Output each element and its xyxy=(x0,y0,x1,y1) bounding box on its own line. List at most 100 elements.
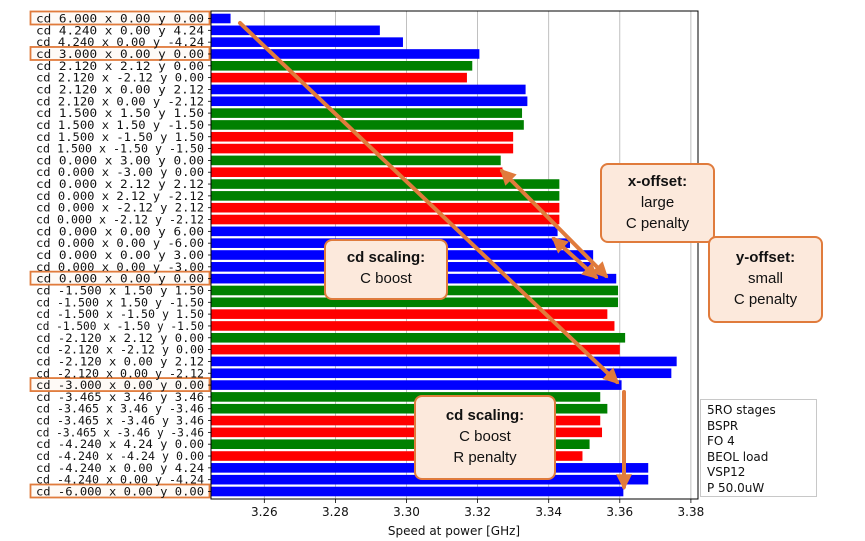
y-tick-label: cd 0.000 x 0.00 y 0.00 xyxy=(36,273,204,286)
y-tick-label: cd 0.000 x 0.00 y -6.00 xyxy=(36,237,204,250)
callout-cd-scaling-bottom: cd scaling: C boost R penalty xyxy=(414,395,556,480)
legend-text: BEOL load xyxy=(707,449,769,464)
bar xyxy=(211,403,608,414)
bar xyxy=(211,167,503,178)
bar xyxy=(211,202,560,213)
y-tick-label: cd 6.000 x 0.00 y 0.00 xyxy=(36,13,204,26)
cd-scaling-diagonal-arrow xyxy=(238,21,620,385)
y-tick-label: cd 3.000 x 0.00 y 0.00 xyxy=(36,48,204,61)
bar xyxy=(211,415,601,426)
label-highlight-box xyxy=(29,483,211,499)
bar xyxy=(211,191,560,201)
legend-text: VSP12 xyxy=(707,465,746,479)
legend-text: FO 4 xyxy=(707,434,735,448)
bar xyxy=(211,439,590,449)
callout-title: x-offset: xyxy=(627,173,688,190)
callout-title: cd scaling: xyxy=(346,249,426,266)
x-axis-label: Speed at power [GHz] xyxy=(388,524,520,538)
y-tick-label: cd -1.500 x 1.50 y 1.50 xyxy=(36,284,204,297)
callout-line: C penalty xyxy=(625,215,690,232)
y-tick-label: cd -3.000 x 0.00 y 0.00 xyxy=(36,379,204,392)
y-tick-label: cd -3.465 x -3.46 y 3.46 xyxy=(36,415,204,428)
callout-line: C boost xyxy=(360,270,412,287)
y-tick-label: cd -6.000 x 0.00 y 0.00 xyxy=(36,486,204,499)
y-tick-label: cd 0.000 x -2.12 y 2.12 xyxy=(36,202,204,215)
legend-text: P 50.0uW xyxy=(707,480,765,495)
x-tick-label: 3.28 xyxy=(322,505,349,519)
y-tick-label: cd 1.500 x -1.50 y -1.50 xyxy=(36,143,204,156)
bar xyxy=(211,321,615,331)
y-tick-label: cd -2.120 x 0.00 y 2.12 xyxy=(36,355,204,368)
legend-text: 5RO stages xyxy=(707,403,776,417)
bar xyxy=(211,297,619,308)
y-tick-label: cd 0.000 x 0.00 y 6.00 xyxy=(36,225,204,238)
x-tick-label: 3.36 xyxy=(606,505,633,519)
y-tick-label: cd 2.120 x 2.12 y 0.00 xyxy=(36,60,204,73)
bar xyxy=(211,13,231,24)
bar xyxy=(211,368,672,379)
bar xyxy=(211,486,624,497)
arrows-layer xyxy=(238,21,632,491)
bar xyxy=(211,344,620,355)
x-tick-label: 3.26 xyxy=(251,505,278,519)
bar xyxy=(211,72,467,83)
bar xyxy=(211,380,622,390)
callout-x-offset: x-offset: large C penalty xyxy=(600,163,715,243)
y-tick-label: cd -4.240 x 0.00 y 4.24 xyxy=(36,462,204,475)
y-tick-label: cd 1.500 x 1.50 y -1.50 xyxy=(36,119,204,132)
y-tick-label: cd 0.000 x 2.12 y -2.12 xyxy=(36,190,204,203)
bar xyxy=(211,96,528,107)
y-tick-label: cd -3.465 x 3.46 y 3.46 xyxy=(36,391,204,404)
y-tick-label: cd 0.000 x -3.00 y 0.00 xyxy=(36,166,204,179)
y-tick-label: cd 2.120 x 0.00 y -2.12 xyxy=(36,95,204,108)
callout-title: y-offset: xyxy=(735,249,796,266)
legend-text: BSPR xyxy=(707,418,739,433)
callout-y-offset: y-offset: small C penalty xyxy=(708,236,823,323)
label-highlight-box xyxy=(29,270,211,286)
y-tick-label: cd -1.500 x -1.50 y 1.50 xyxy=(36,308,204,321)
bar xyxy=(211,49,480,59)
y-tick-label: cd -4.240 x 4.24 y 0.00 xyxy=(36,438,204,451)
y-tick-label: cd 1.500 x -1.50 y 1.50 xyxy=(36,131,204,144)
y-tick-label: cd 2.120 x -2.12 y 0.00 xyxy=(36,72,204,85)
y-tick-label: cd -4.240 x 0.00 y -4.24 xyxy=(36,474,204,487)
y-offset-arrow xyxy=(551,236,599,280)
bar xyxy=(211,37,403,47)
bar xyxy=(211,356,677,367)
plot-frame xyxy=(210,10,699,500)
y-tick-label: cd -1.500 x 1.50 y -1.50 xyxy=(36,296,204,309)
y-tick-label: cd 1.500 x 1.50 y 1.50 xyxy=(36,107,204,120)
bar xyxy=(211,25,380,36)
settings-legend: 5RO stages BSPR FO 4 BEOL load VSP12 P 5… xyxy=(700,399,817,497)
y-tick-label: cd -3.465 x -3.46 y -3.46 xyxy=(36,426,204,439)
y-tick-label: cd 2.120 x 0.00 y 2.12 xyxy=(36,83,204,96)
label-highlight-box xyxy=(29,10,211,26)
bar xyxy=(211,179,560,189)
callout-line: small xyxy=(747,270,783,287)
y-tick-label: cd 0.000 x 0.00 y -3.00 xyxy=(36,261,204,274)
label-highlight-box xyxy=(29,377,211,392)
callout-line: large xyxy=(640,194,675,211)
bar xyxy=(211,427,603,438)
callout-line: R penalty xyxy=(453,449,517,466)
highlight-layer xyxy=(29,10,211,499)
y-tick-label: cd -3.465 x 3.46 y -3.46 xyxy=(36,403,204,416)
bar xyxy=(211,226,558,237)
x-tick-label: 3.38 xyxy=(678,505,705,519)
y-tick-label: cd 0.000 x -2.12 y -2.12 xyxy=(36,214,204,227)
x-tick-label: 3.30 xyxy=(393,505,420,519)
bar xyxy=(211,309,608,319)
y-tick-label: cd 0.000 x 2.12 y 2.12 xyxy=(36,178,204,191)
y-tick-label: cd -2.120 x 0.00 y -2.12 xyxy=(36,367,204,380)
bar xyxy=(211,332,626,343)
callout-cd-scaling-top: cd scaling: C boost xyxy=(324,239,448,300)
bar xyxy=(211,451,583,461)
y-tick-label: cd -4.240 x -4.24 y 0.00 xyxy=(36,450,204,463)
label-highlight-box xyxy=(29,46,211,61)
bar xyxy=(211,143,514,154)
bar xyxy=(211,155,501,166)
y-tick-label: cd 0.000 x 3.00 y 0.00 xyxy=(36,154,204,167)
y-tick-label: cd -2.120 x -2.12 y 0.00 xyxy=(36,344,204,357)
x-tick-label: 3.34 xyxy=(535,505,562,519)
